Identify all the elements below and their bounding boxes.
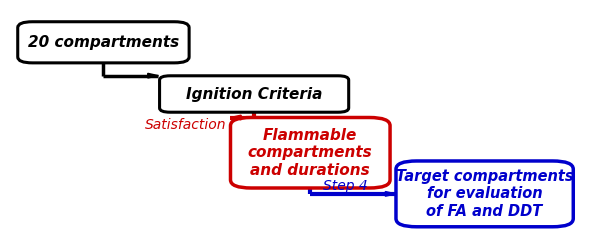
Polygon shape <box>148 73 158 78</box>
Polygon shape <box>385 192 396 196</box>
FancyBboxPatch shape <box>18 22 189 63</box>
Text: 20 compartments: 20 compartments <box>28 35 179 50</box>
FancyBboxPatch shape <box>230 118 390 188</box>
Text: Flammable
compartments
and durations: Flammable compartments and durations <box>248 128 373 178</box>
Text: Ignition Criteria: Ignition Criteria <box>186 86 322 102</box>
FancyBboxPatch shape <box>160 76 349 112</box>
Polygon shape <box>230 115 241 120</box>
Text: Step 4: Step 4 <box>323 179 368 193</box>
FancyBboxPatch shape <box>396 161 573 227</box>
Text: Target compartments
for evaluation
of FA and DDT: Target compartments for evaluation of FA… <box>396 169 573 219</box>
Text: Satisfaction: Satisfaction <box>145 118 227 132</box>
